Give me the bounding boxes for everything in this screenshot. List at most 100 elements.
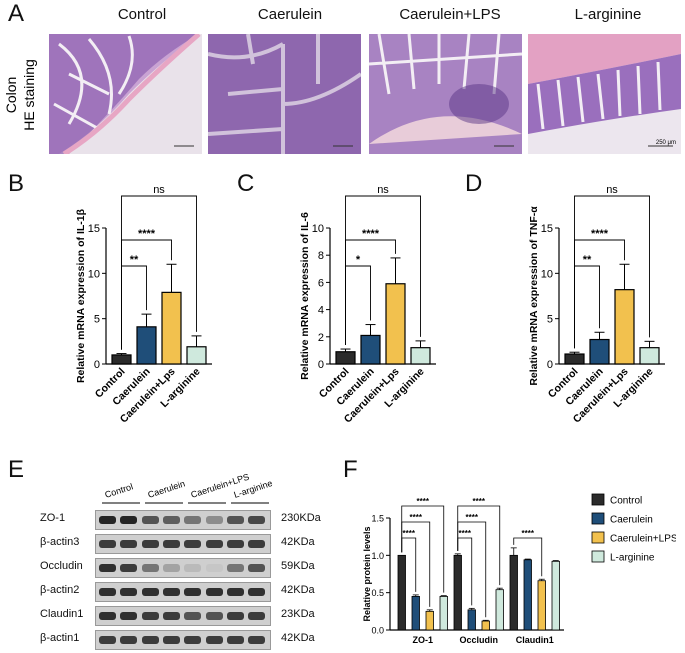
wb-band bbox=[248, 516, 266, 524]
wb-band bbox=[162, 636, 180, 644]
wb-band bbox=[248, 540, 266, 548]
chart-d-bar bbox=[589, 338, 610, 365]
chart-c-ytick-label: 4 bbox=[318, 305, 324, 317]
chart-f-xtick-label: ZO-1 bbox=[412, 635, 433, 645]
chart-f-ytick-label: 1.5 bbox=[371, 514, 384, 524]
chart-b-sig-label: ** bbox=[130, 254, 139, 266]
wb-band bbox=[162, 588, 180, 596]
chart-f-bar bbox=[453, 554, 462, 631]
wb-band bbox=[184, 564, 202, 572]
wb-row-label: β-actin2 bbox=[40, 584, 80, 596]
wb-band bbox=[120, 612, 138, 620]
chart-b-ytick-label: 5 bbox=[94, 314, 100, 326]
chart-d-ytick-label: 10 bbox=[541, 268, 553, 280]
chart-b-bar bbox=[111, 354, 132, 365]
wb-band bbox=[120, 588, 138, 596]
wb-row-label: β-actin1 bbox=[40, 632, 80, 644]
chart-f-legend-swatch bbox=[591, 512, 605, 525]
chart-f-bar bbox=[411, 596, 420, 631]
chart-d-bar bbox=[614, 289, 635, 365]
micrograph-caerulein bbox=[208, 34, 361, 154]
chart-f-sig-bracket bbox=[401, 505, 445, 593]
chart-f-xtick-label: Claudin1 bbox=[516, 635, 554, 645]
wb-band bbox=[226, 564, 244, 572]
chart-d-sig-bracket bbox=[574, 195, 650, 349]
wb-row-label: Occludin bbox=[40, 560, 83, 572]
panel-letter-e: E bbox=[8, 456, 25, 483]
wb-band bbox=[248, 564, 266, 572]
chart-f-bar bbox=[467, 609, 476, 631]
chart-c-sig-label: **** bbox=[362, 228, 380, 240]
wb-band bbox=[99, 612, 116, 620]
wb-band bbox=[99, 588, 116, 596]
chart-b-ylabel: Relative mRNA expression of IL-1β bbox=[75, 208, 87, 383]
wb-row-label: β-actin3 bbox=[40, 536, 80, 548]
wb-row-label: ZO-1 bbox=[40, 512, 66, 524]
chart-f-bar bbox=[481, 620, 490, 631]
wb-strip bbox=[95, 606, 271, 626]
wb-strip bbox=[95, 510, 271, 530]
chart-c-ytick-label: 2 bbox=[318, 332, 324, 344]
wb-band bbox=[99, 516, 116, 524]
wb-band bbox=[120, 516, 138, 524]
chart-f-sig-label: **** bbox=[459, 529, 472, 538]
wb-row-label: Claudin1 bbox=[40, 608, 84, 620]
wb-strip bbox=[95, 582, 271, 602]
wb-band bbox=[226, 588, 244, 596]
chart-d-ytick-label: 5 bbox=[547, 314, 553, 326]
chart-c-sig-label: * bbox=[356, 254, 361, 266]
wb-strip bbox=[95, 534, 271, 554]
chart-f-ylabel: Relative protein levels bbox=[362, 526, 372, 621]
chart-f-sig-label: **** bbox=[417, 497, 430, 506]
chart-f-legend-label: L-arginine bbox=[610, 553, 655, 564]
chart-c-sig-bracket bbox=[345, 265, 371, 346]
wb-band bbox=[162, 516, 180, 524]
chart-c-bar bbox=[360, 334, 381, 365]
wb-band bbox=[226, 636, 244, 644]
chart-f-bar bbox=[397, 554, 406, 631]
row-label-he: HE staining bbox=[21, 59, 37, 131]
chart-d-sig-bracket bbox=[574, 265, 600, 349]
chart-c-ytick-label: 8 bbox=[318, 250, 324, 262]
col-title-caerulein: Caerulein bbox=[257, 6, 323, 23]
scale-bar-label: 250 μm bbox=[656, 140, 676, 146]
chart-b-ytick-label: 15 bbox=[88, 223, 100, 235]
wb-band bbox=[120, 564, 138, 572]
wb-band bbox=[141, 564, 159, 572]
wb-band bbox=[141, 612, 159, 620]
wb-band bbox=[99, 564, 116, 572]
chart-c-bar bbox=[335, 351, 356, 365]
chart-b-bar bbox=[136, 326, 157, 365]
wb-kda-label: 59KDa bbox=[281, 560, 315, 572]
wb-kda-label: 42KDa bbox=[281, 536, 315, 548]
wb-band bbox=[226, 516, 244, 524]
chart-f-sig-label: **** bbox=[473, 497, 486, 506]
chart-d-sig-label: ** bbox=[583, 254, 592, 266]
chart-f-legend-label: Control bbox=[610, 496, 642, 507]
wb-kda-label: 42KDa bbox=[281, 584, 315, 596]
wb-band bbox=[162, 564, 180, 572]
wb-band bbox=[248, 636, 266, 644]
panel-letter-a: A bbox=[8, 0, 25, 27]
chart-c-sig-label: ns bbox=[377, 184, 389, 196]
chart-f-bar bbox=[509, 554, 518, 631]
chart-c-sig-bracket bbox=[345, 195, 421, 346]
chart-f-ytick-label: 0.0 bbox=[371, 626, 384, 636]
chart-d-sig-label: ns bbox=[606, 184, 618, 196]
wb-band bbox=[120, 540, 138, 548]
col-title-caerulein-lps: Caerulein+LPS bbox=[399, 6, 501, 23]
col-title-control: Control bbox=[117, 6, 167, 23]
wb-band bbox=[226, 540, 244, 548]
chart-f-ytick-label: 1.0 bbox=[371, 551, 384, 561]
chart-c-ytick-label: 6 bbox=[318, 277, 324, 289]
chart-f-legend-swatch bbox=[591, 550, 605, 563]
chart-c-ylabel: Relative mRNA expression of IL-6 bbox=[299, 212, 311, 380]
wb-band bbox=[184, 516, 202, 524]
row-label: Colon HE staining bbox=[2, 40, 46, 150]
chart-f-bar bbox=[439, 596, 448, 631]
row-label-colon: Colon bbox=[3, 77, 19, 114]
wb-band bbox=[205, 612, 223, 620]
chart-f-sig-label: **** bbox=[410, 513, 423, 522]
